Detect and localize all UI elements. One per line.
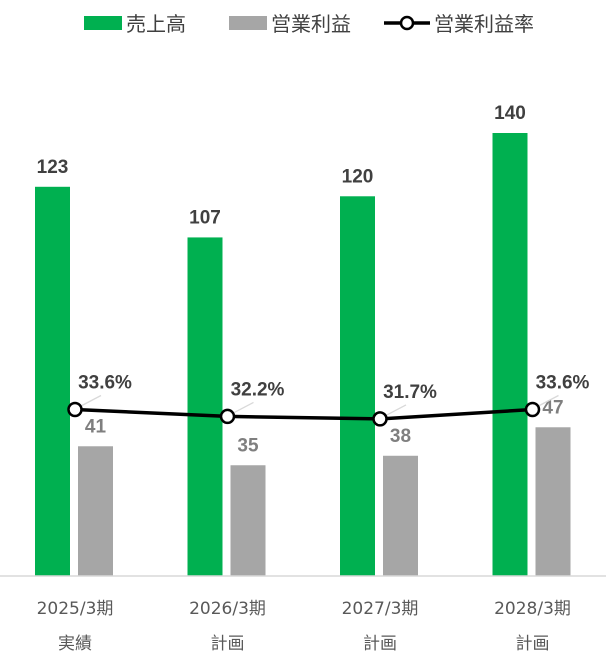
bars xyxy=(35,133,571,577)
tick-label-2-type: 計画 xyxy=(363,634,397,654)
data-label-profit-1: 35 xyxy=(237,435,259,456)
data-label-sales-0: 123 xyxy=(37,157,69,178)
leader-line-2 xyxy=(384,404,407,417)
line-profit-margin xyxy=(74,407,533,421)
bar-sales-3 xyxy=(492,133,528,576)
bar-sales-1 xyxy=(187,237,223,576)
data-label-profit-2: 38 xyxy=(390,426,411,447)
data-label-profit-3: 47 xyxy=(542,397,563,418)
legend-label-margin: 営業利益率 xyxy=(434,12,534,36)
bar-profit-0 xyxy=(78,446,113,576)
marker-profit-margin-0 xyxy=(67,401,83,418)
data-label-sales-2: 120 xyxy=(342,166,374,187)
leader-line-3 xyxy=(537,394,559,408)
legend-swatch-sales xyxy=(84,16,122,30)
data-label-margin-3: 33.6% xyxy=(536,372,590,393)
bar-profit-2 xyxy=(383,455,418,576)
tick-label-3-period: 2028/3期 xyxy=(494,599,571,619)
bar-sales-0 xyxy=(35,186,70,577)
leader-line-0 xyxy=(79,394,102,408)
data-label-margin-0: 33.6% xyxy=(78,372,132,393)
tick-label-1-period: 2026/3期 xyxy=(189,599,266,619)
tick-label-1-type: 計画 xyxy=(211,634,245,654)
bar-profit-3 xyxy=(535,427,571,576)
data-label-margin-1: 32.2% xyxy=(231,379,285,400)
marker-profit-margin-2 xyxy=(372,411,388,427)
bar-profit-1 xyxy=(230,465,266,576)
tick-label-0-type: 実績 xyxy=(58,634,92,654)
tick-label-3-type: 計画 xyxy=(516,634,550,654)
bar-labels: 123 107 120 140 41 35 38 47 xyxy=(37,103,564,456)
data-label-sales-1: 107 xyxy=(189,207,221,228)
legend: 売上高 営業利益 営業利益率 xyxy=(84,12,534,36)
line-series: 33.6% 32.2% 31.7% 33.6% xyxy=(67,372,590,427)
tick-label-0-period: 2025/3期 xyxy=(37,599,114,619)
legend-swatch-profit xyxy=(229,16,267,30)
bar-sales-2 xyxy=(340,196,375,577)
tick-label-2-period: 2027/3期 xyxy=(342,599,419,619)
legend-label-profit: 営業利益 xyxy=(271,12,351,36)
data-label-margin-2: 31.7% xyxy=(383,382,437,403)
data-label-profit-0: 41 xyxy=(85,416,107,437)
data-label-sales-3: 140 xyxy=(494,103,526,124)
legend-swatch-margin-marker xyxy=(399,15,415,31)
marker-profit-margin-3 xyxy=(524,401,541,418)
leader-line-1 xyxy=(232,401,254,415)
marker-profit-margin-1 xyxy=(219,408,236,425)
legend-label-sales: 売上高 xyxy=(126,12,186,36)
